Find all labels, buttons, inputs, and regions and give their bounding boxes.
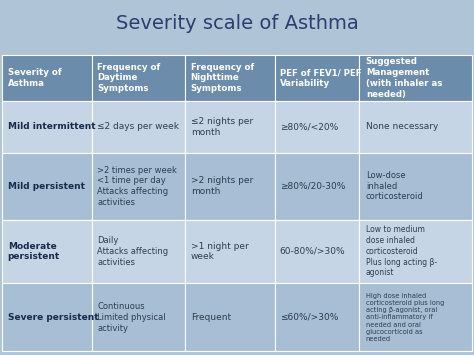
Text: Frequency of
Nighttime
Symptoms: Frequency of Nighttime Symptoms [191,63,254,93]
Bar [185,101,274,153]
Text: Daily
Attacks affecting
activities: Daily Attacks affecting activities [97,236,168,267]
Bar [91,55,185,101]
Bar [91,101,185,153]
Bar [91,153,185,219]
Text: Severity of
Asthma: Severity of Asthma [8,68,61,88]
Text: Mild intermittent: Mild intermittent [8,122,95,131]
Bar [2,219,91,283]
Text: ≤2 days per week: ≤2 days per week [97,122,179,131]
Bar [274,153,359,219]
Text: Low to medium
dose inhaled
corticosteroid
Plus long acting β-
agonist: Low to medium dose inhaled corticosteroi… [366,225,437,277]
Text: Continuous
Limited physical
activity: Continuous Limited physical activity [97,302,166,333]
Bar [359,55,472,101]
Text: Suggested
Management
(with inhaler as
needed): Suggested Management (with inhaler as ne… [366,58,442,99]
Text: Severe persistent: Severe persistent [8,313,98,322]
Bar [2,283,91,351]
Text: >1 night per
week: >1 night per week [191,241,248,261]
Text: Frequent: Frequent [191,313,231,322]
Bar [359,219,472,283]
Text: >2 times per week
<1 time per day
Attacks affecting
activities: >2 times per week <1 time per day Attack… [97,165,177,207]
Bar [274,101,359,153]
Bar [359,283,472,351]
Bar [91,219,185,283]
Text: ≤2 nights per
month: ≤2 nights per month [191,117,253,137]
Text: >2 nights per
month: >2 nights per month [191,176,253,196]
Text: PEF of FEV1/ PEF
Variability: PEF of FEV1/ PEF Variability [280,68,361,88]
Bar [274,219,359,283]
Bar [185,55,274,101]
Text: Moderate
persistent: Moderate persistent [8,241,60,261]
Text: Frequency of
Daytime
Symptoms: Frequency of Daytime Symptoms [97,63,160,93]
Bar [185,283,274,351]
Text: ≤60%/>30%: ≤60%/>30% [280,313,338,322]
Text: ≥80%/<20%: ≥80%/<20% [280,122,338,131]
Text: ≥80%/20-30%: ≥80%/20-30% [280,182,345,191]
Bar [2,153,91,219]
Text: High dose inhaled
corticosteroid plus long
acting β-agonist, oral
anti-inflammat: High dose inhaled corticosteroid plus lo… [366,293,444,342]
Bar [185,153,274,219]
Bar [274,55,359,101]
Bar [91,283,185,351]
Bar [359,153,472,219]
Text: 60-80%/>30%: 60-80%/>30% [280,247,345,256]
Bar [2,101,91,153]
Bar [274,283,359,351]
Text: Low-dose
inhaled
corticosteroid: Low-dose inhaled corticosteroid [366,171,423,201]
Text: Mild persistent: Mild persistent [8,182,85,191]
Bar [359,101,472,153]
Text: None necessary: None necessary [366,122,438,131]
Bar [185,219,274,283]
Bar [2,55,91,101]
Text: Severity scale of Asthma: Severity scale of Asthma [116,13,358,33]
